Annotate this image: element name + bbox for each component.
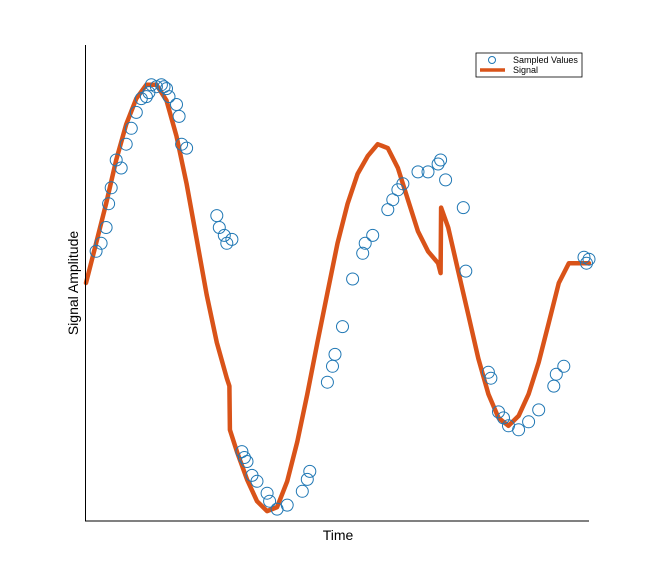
sampled-point bbox=[162, 90, 176, 104]
sampled-point bbox=[154, 78, 168, 92]
sampled-point bbox=[250, 474, 264, 488]
sampled-point bbox=[300, 472, 314, 486]
sampled-point bbox=[336, 320, 349, 334]
sampled-point bbox=[557, 359, 571, 373]
sampled-point bbox=[210, 209, 224, 223]
legend-label-signal: Signal bbox=[513, 65, 538, 75]
plot-area bbox=[83, 78, 596, 516]
sampled-point bbox=[366, 228, 380, 242]
sampled-point bbox=[326, 359, 339, 373]
sampled-point bbox=[212, 221, 226, 234]
sampled-point bbox=[225, 232, 239, 246]
sampled-point bbox=[358, 236, 372, 250]
sampled-point bbox=[102, 197, 116, 211]
sampled-point bbox=[89, 244, 103, 258]
sampled-point bbox=[109, 153, 123, 167]
sampled-point bbox=[104, 181, 118, 195]
sampled-point bbox=[522, 415, 536, 429]
sampled-point bbox=[456, 201, 470, 215]
sampled-point bbox=[356, 246, 370, 260]
sampled-point bbox=[237, 451, 251, 464]
sampled-point bbox=[240, 455, 254, 468]
sampled-point bbox=[434, 153, 448, 167]
sampled-point bbox=[295, 484, 309, 498]
sampled-point bbox=[512, 423, 526, 437]
sampled-point bbox=[484, 371, 498, 385]
sampled-point bbox=[328, 347, 342, 361]
sampled-point bbox=[549, 367, 563, 381]
sampled-point bbox=[119, 137, 133, 151]
sampled-point bbox=[303, 464, 317, 478]
signal-line bbox=[83, 82, 592, 514]
sampled-point bbox=[129, 105, 143, 119]
sampled-point bbox=[421, 165, 435, 179]
sampled-point bbox=[124, 121, 138, 135]
legend: Sampled Values Signal bbox=[475, 52, 583, 78]
sampled-point bbox=[263, 494, 277, 508]
sampled-point bbox=[160, 82, 173, 96]
sampled-point bbox=[220, 236, 234, 250]
sampled-point bbox=[532, 403, 546, 417]
sampled-point bbox=[320, 375, 334, 389]
sampled-point bbox=[180, 141, 194, 155]
sampled-point bbox=[582, 252, 596, 266]
x-axis-label: Time bbox=[323, 527, 354, 543]
sampled-point bbox=[217, 228, 231, 242]
sampled-point bbox=[396, 177, 410, 191]
y-axis-label: Signal Amplitude bbox=[65, 231, 81, 336]
sampled-point bbox=[580, 256, 593, 270]
sampled-point bbox=[280, 498, 294, 512]
sampled-point bbox=[175, 137, 189, 151]
sampled-point bbox=[346, 272, 360, 286]
sampled-point bbox=[142, 86, 156, 100]
sampled-point bbox=[481, 365, 495, 379]
sampled-point bbox=[431, 157, 445, 171]
sampled-point bbox=[99, 221, 113, 234]
sampled-point bbox=[170, 98, 183, 111]
sampled-point bbox=[411, 165, 425, 179]
sampled-point bbox=[547, 379, 561, 393]
sampled-point bbox=[439, 173, 453, 187]
sampled-point bbox=[260, 486, 274, 500]
sampled-point bbox=[172, 109, 186, 123]
legend-label-sampled: Sampled Values bbox=[513, 55, 578, 65]
sampled-point bbox=[497, 411, 510, 425]
sampled-point bbox=[459, 264, 473, 278]
sampled-point bbox=[139, 90, 153, 104]
legend-marker-sampled bbox=[488, 56, 496, 64]
sampled-point bbox=[94, 236, 108, 250]
sampled-point bbox=[114, 161, 128, 175]
